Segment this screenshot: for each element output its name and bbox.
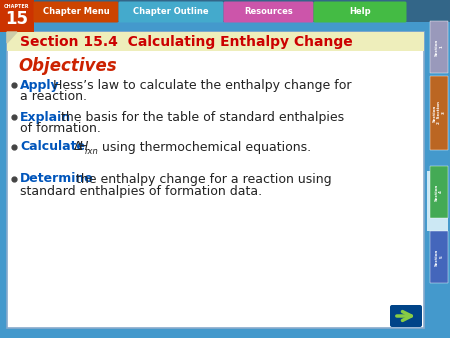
Text: CHAPTER: CHAPTER xyxy=(4,4,30,9)
FancyBboxPatch shape xyxy=(0,0,450,22)
Text: using thermochemical equations.: using thermochemical equations. xyxy=(98,141,311,153)
FancyBboxPatch shape xyxy=(7,32,424,51)
Text: Help: Help xyxy=(349,7,371,17)
Text: Hess’s law to calculate the enthalpy change for: Hess’s law to calculate the enthalpy cha… xyxy=(49,78,351,92)
Text: Apply: Apply xyxy=(20,78,59,92)
Text: Resources: Resources xyxy=(244,7,293,17)
FancyBboxPatch shape xyxy=(430,231,448,283)
Polygon shape xyxy=(7,32,17,43)
Text: Explain: Explain xyxy=(20,111,71,123)
FancyBboxPatch shape xyxy=(430,166,448,218)
FancyBboxPatch shape xyxy=(314,1,406,23)
Text: Section
5: Section 5 xyxy=(435,248,443,266)
Text: Section
4: Section 4 xyxy=(435,183,443,201)
Text: Determine: Determine xyxy=(20,172,94,186)
FancyBboxPatch shape xyxy=(118,1,224,23)
Text: Section
1: Section 1 xyxy=(435,38,443,56)
FancyBboxPatch shape xyxy=(430,21,448,73)
Text: Chapter Menu: Chapter Menu xyxy=(43,7,109,17)
Text: H: H xyxy=(79,141,88,153)
FancyBboxPatch shape xyxy=(33,1,118,23)
FancyBboxPatch shape xyxy=(7,32,424,328)
FancyBboxPatch shape xyxy=(430,76,448,150)
Text: of formation.: of formation. xyxy=(20,122,101,136)
Text: standard enthalpies of formation data.: standard enthalpies of formation data. xyxy=(20,185,262,197)
Text: Section 15.4  Calculating Enthalpy Change: Section 15.4 Calculating Enthalpy Change xyxy=(20,35,353,49)
FancyBboxPatch shape xyxy=(224,1,314,23)
Text: Calculate: Calculate xyxy=(20,141,85,153)
Text: the enthalpy change for a reaction using: the enthalpy change for a reaction using xyxy=(72,172,332,186)
Text: the basis for the table of standard enthalpies: the basis for the table of standard enth… xyxy=(57,111,344,123)
Text: a reaction.: a reaction. xyxy=(20,91,87,103)
Text: Section
2  Section
3: Section 2 Section 3 xyxy=(432,101,446,124)
FancyBboxPatch shape xyxy=(427,171,448,231)
Text: Δ: Δ xyxy=(70,141,82,153)
Text: 15: 15 xyxy=(5,10,28,28)
FancyBboxPatch shape xyxy=(0,0,34,32)
Text: rxn: rxn xyxy=(85,146,99,155)
FancyBboxPatch shape xyxy=(390,305,422,327)
Text: Objectives: Objectives xyxy=(18,57,117,75)
Text: Chapter Outline: Chapter Outline xyxy=(133,7,209,17)
